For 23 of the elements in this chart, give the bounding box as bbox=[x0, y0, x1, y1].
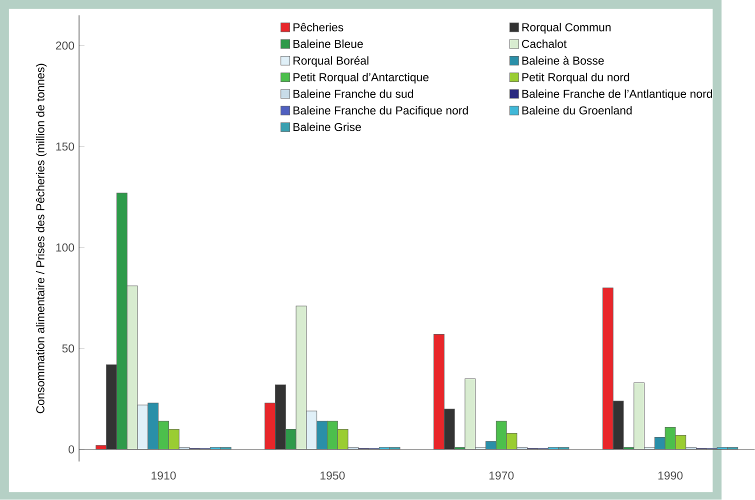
legend-label: Baleine Bleue bbox=[294, 40, 363, 48]
legend-label: Rorqual Commun bbox=[522, 23, 611, 34]
legend-label: Baleine Franche du Pacifique nord bbox=[294, 106, 468, 117]
legend-label: Baleine du Groenland bbox=[522, 106, 632, 115]
x-tick-label: 1990 bbox=[658, 472, 683, 480]
legend-label: Petit Rorqual du nord bbox=[522, 72, 630, 84]
y-tick-label: 50 bbox=[62, 344, 74, 353]
legend-label: Baleine Grise bbox=[294, 122, 361, 132]
x-tick-label: 1970 bbox=[489, 472, 514, 480]
x-tick-label: 1910 bbox=[152, 472, 176, 480]
y-tick-label: 100 bbox=[56, 244, 74, 252]
y-axis-title: Consommation alimentaire / Prises des Pêcheries (million de tonnes) bbox=[36, 64, 47, 414]
x-tick-label: 1950 bbox=[320, 472, 345, 480]
y-tick-label: 0 bbox=[68, 445, 74, 454]
legend-label: Pêcheries bbox=[294, 22, 344, 32]
legend-label: Rorqual Boréal bbox=[294, 56, 368, 68]
legend-label: Baleine à Bosse bbox=[522, 56, 604, 65]
legend-label: Petit Rorqual d’Antarctique bbox=[294, 72, 429, 84]
y-tick-label: 200 bbox=[56, 42, 74, 50]
legend-label: Baleine Franche du sud bbox=[294, 90, 414, 98]
legend-label: Cachalot bbox=[522, 40, 567, 48]
y-tick-label: 150 bbox=[56, 142, 74, 151]
legend-label: Baleine Franche de l’Antlantique nord bbox=[522, 90, 712, 100]
